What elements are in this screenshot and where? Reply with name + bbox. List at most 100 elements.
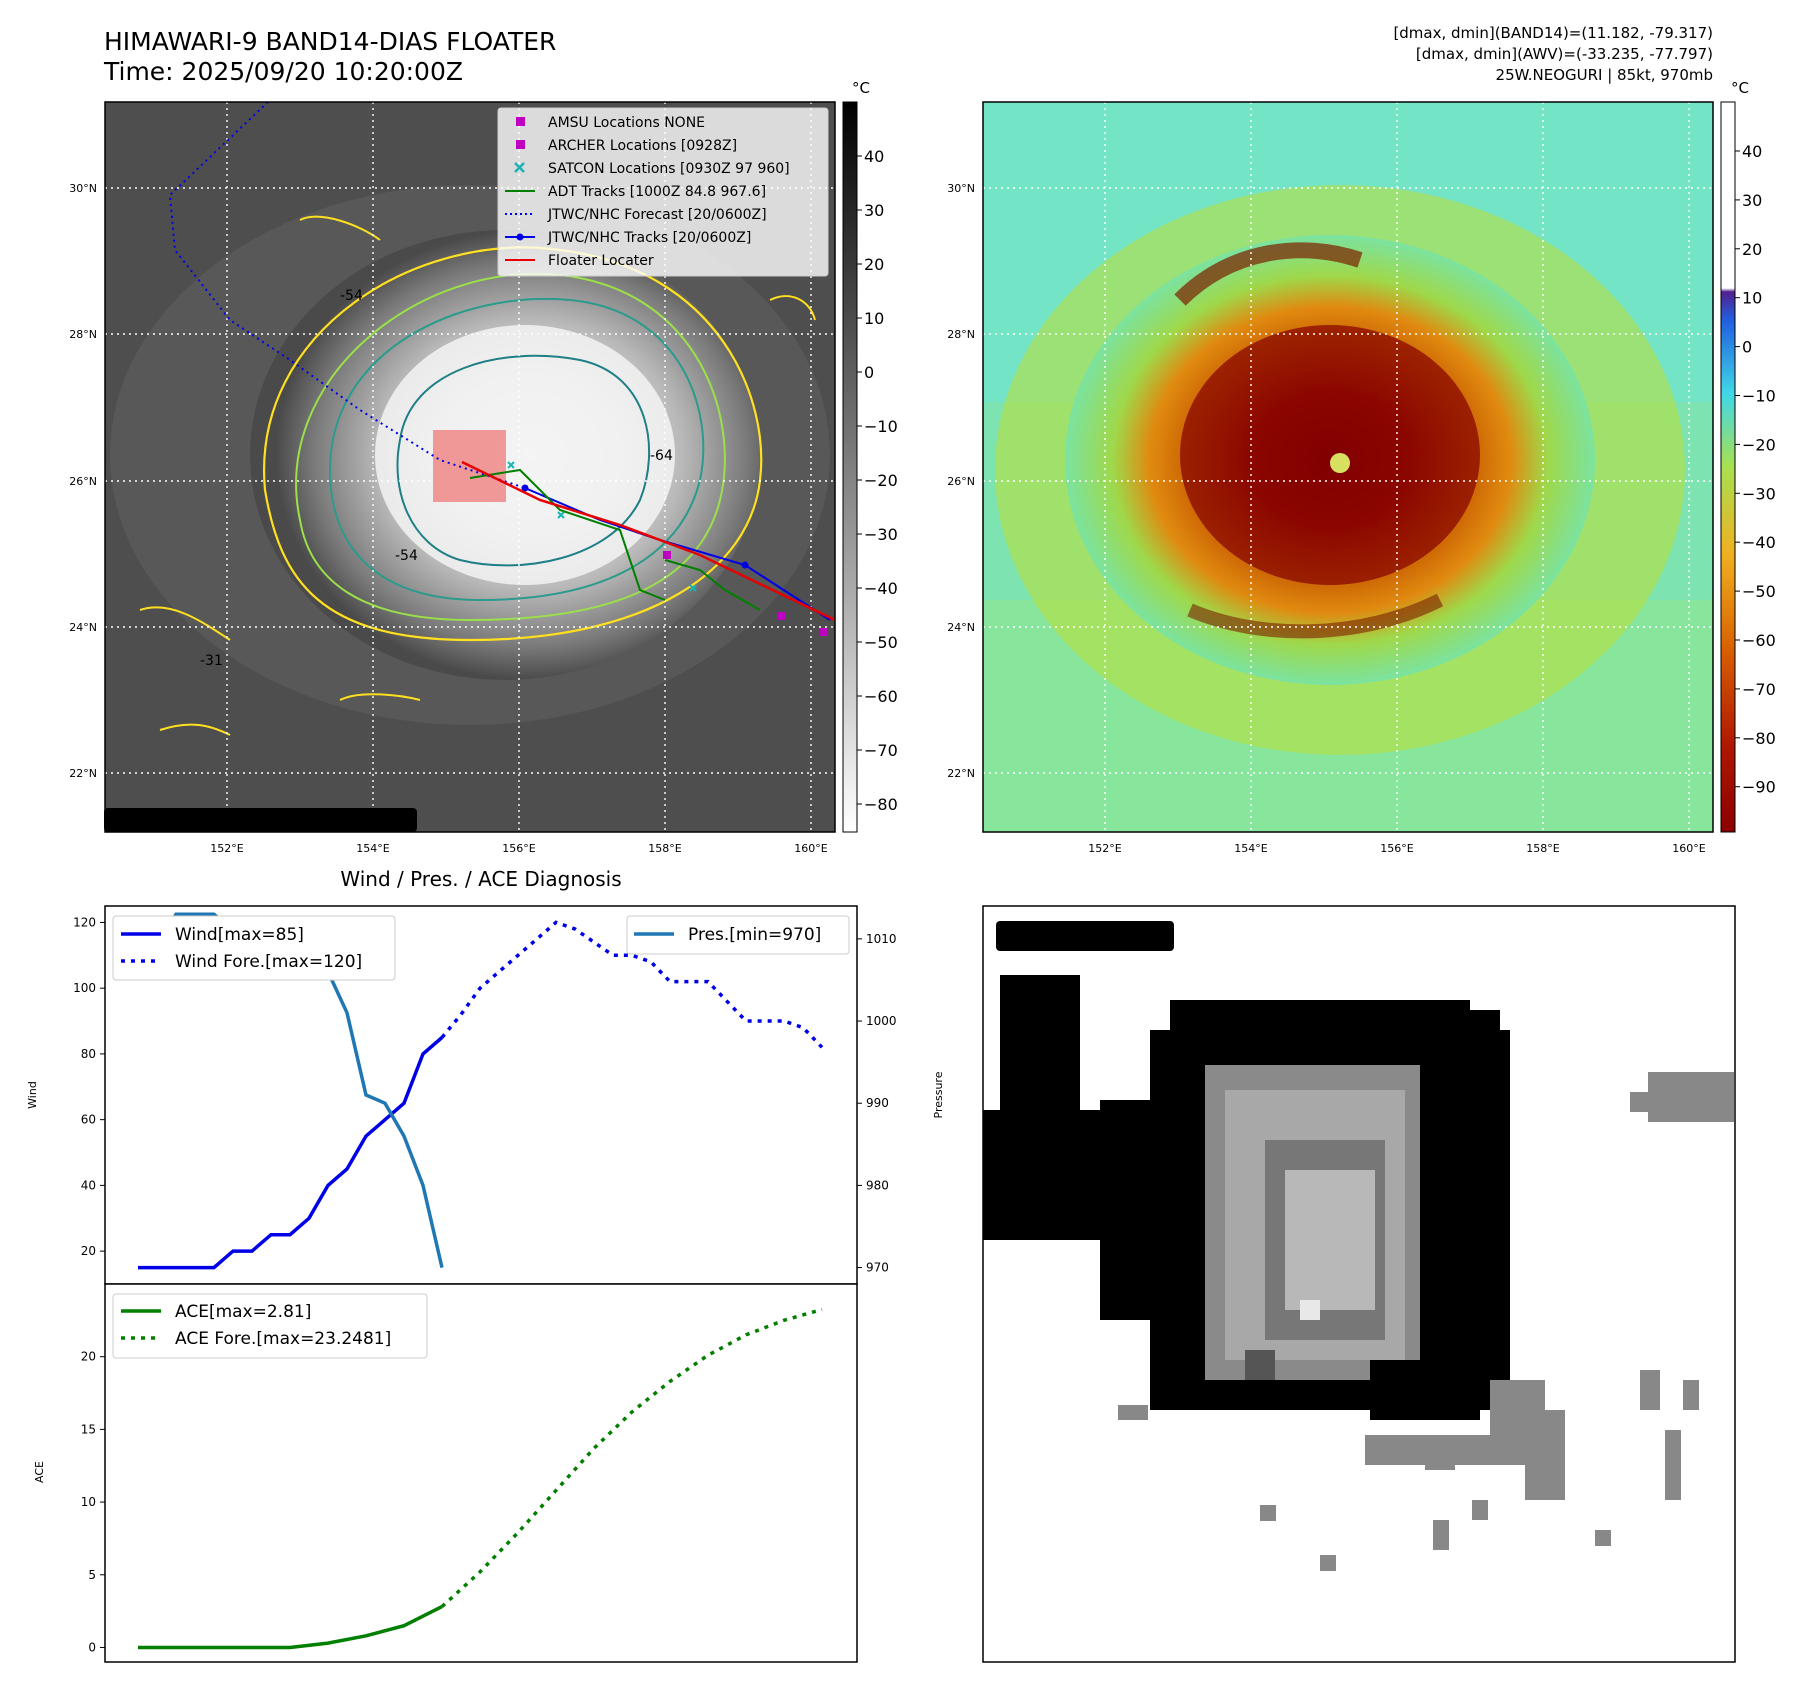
contour-label: -31: [200, 653, 223, 669]
pressure-tick: 990: [866, 1096, 889, 1110]
awv-colorbar-tick: 30: [1742, 191, 1762, 210]
awv-colorbar-tick: −40: [1742, 533, 1776, 552]
legend-label: JTWC/NHC Tracks [20/0600Z]: [547, 230, 751, 246]
contour-label: -54: [395, 548, 418, 564]
pressure-tick: 980: [866, 1178, 889, 1192]
lon-label: 158°E: [1526, 842, 1559, 855]
lat-label: 22°N: [69, 767, 97, 780]
contour-label: -64: [650, 448, 673, 464]
ir-colorbar: °C 40 30 20 10 0 −10 −20 −30 −40 −50 −60 −70 −80: [842, 79, 898, 833]
stats-awv: [dmax, dmin](AWV)=(-33.235, -77.797): [1416, 45, 1713, 63]
chart-title: Wind / Pres. / ACE Diagnosis: [340, 867, 621, 891]
map-legend-item: SATCON Locations [0930Z 97 960]: [514, 161, 790, 177]
ace-chart: 0 5 10 15 20 ACE[max=2.81] ACE Fore.[max=23.24…: [33, 1283, 858, 1663]
pressure-tick: 1000: [866, 1014, 897, 1028]
lat-label: 26°N: [69, 475, 97, 488]
wind-tick: 40: [81, 1178, 96, 1192]
awv-colorbar-tick: −60: [1742, 631, 1776, 650]
legend-label: AMSU Locations NONE: [548, 115, 705, 131]
lat-label: 22°N: [947, 767, 975, 780]
ir-colorbar-tick: −30: [864, 525, 898, 544]
wmg-outer-gray: [1118, 1072, 1734, 1571]
awv-colorbar-tick: 40: [1742, 142, 1762, 161]
legend-swatch: [516, 117, 525, 126]
wind-tick: 20: [81, 1244, 96, 1258]
figure-time: Time: 2025/09/20 10:20:00Z: [103, 57, 463, 86]
legend-label: ARCHER Locations [0928Z]: [548, 138, 737, 154]
lon-label: 160°E: [1672, 842, 1705, 855]
wind-legend: Wind[max=85] Wind Fore.[max=120]: [112, 915, 396, 981]
map-legend-item: ADT Tracks [1000Z 84.8 967.6]: [505, 184, 766, 200]
stats-band14: [dmax, dmin](BAND14)=(11.182, -79.317): [1393, 24, 1713, 42]
copyright-text: Copyright © 2020-2025 Dapiya: [109, 813, 353, 829]
ir-colorbar-tick: 40: [864, 147, 884, 166]
wmg-count-text: WMG Count: 4: [1004, 926, 1157, 948]
ir-colorbar-tick: 30: [864, 201, 884, 220]
lat-label: 24°N: [69, 621, 97, 634]
awv-colorbar: °C 40 30 20 10 0 −10 −20 −30 −40 −50 −60 −70 −80 −90: [1720, 79, 1776, 833]
legend-label: SATCON Locations [0930Z 97 960]: [548, 161, 790, 177]
wmg-gray-region: [1205, 1065, 1480, 1420]
adt-track: [469, 468, 666, 601]
ir-colorbar-tick: −70: [864, 741, 898, 760]
awv-map-panel: [982, 101, 1714, 833]
wind-tick: 80: [81, 1047, 96, 1061]
wmg-panel: WMG Count: 4: [982, 905, 1736, 1663]
awv-colorbar-tick: −90: [1742, 778, 1776, 797]
ir-colorbar-tick: −60: [864, 687, 898, 706]
floater-locater-line: [461, 460, 835, 622]
legend-label: Wind Fore.[max=120]: [175, 952, 362, 972]
ace-tick: 10: [81, 1495, 96, 1509]
ace-legend: ACE[max=2.81] ACE Fore.[max=23.2481]: [112, 1293, 428, 1359]
wind-pressure-chart: 20 40 60 80 100 120 970 980 990 1000 1010 Wind[max=…: [26, 905, 945, 1285]
storm-info: 25W.NEOGURI | 85kt, 970mb: [1496, 66, 1713, 84]
copyright-badge: [104, 808, 417, 832]
legend-label: ADT Tracks [1000Z 84.8 967.6]: [548, 184, 766, 200]
map-legend-item: ARCHER Locations [0928Z]: [516, 138, 737, 154]
pressure-tick: 1010: [866, 932, 897, 946]
map-legend-item: JTWC/NHC Forecast [20/0600Z]: [505, 207, 767, 223]
ir-colorbar-tick: 20: [864, 255, 884, 274]
archer-marker: [777, 612, 785, 620]
wmg-count-badge: [996, 921, 1174, 951]
ir-colorbar-tick: −10: [864, 417, 898, 436]
contour-teal: [328, 298, 705, 602]
map-axis-labels: 30°N 28°N 26°N 24°N 22°N 152°E 154°E 156°E 158°E…: [69, 182, 1706, 855]
lon-label: 156°E: [502, 842, 535, 855]
legend-label: ACE Fore.[max=23.2481]: [175, 1329, 391, 1349]
contour-inner: [396, 354, 651, 567]
wind-axis-label: Wind: [26, 1081, 39, 1109]
contour-label: -54: [340, 288, 363, 304]
archer-marker: [820, 628, 828, 636]
figure-title: HIMAWARI-9 BAND14-DIAS FLOATER: [104, 27, 556, 56]
legend-label: ACE[max=2.81]: [175, 1302, 311, 1322]
ir-colorbar-tick: −50: [864, 633, 898, 652]
ir-colorbar-tick: 10: [864, 309, 884, 328]
legend-label: Wind[max=85]: [175, 925, 304, 945]
awv-colorbar-tick: 0: [1742, 338, 1752, 357]
ace-tick: 5: [88, 1568, 96, 1582]
ir-colorbar-tick: 0: [864, 363, 874, 382]
legend-swatch: [514, 162, 525, 173]
ir-colorbar-tick: −40: [864, 579, 898, 598]
ace-tick: 0: [88, 1640, 96, 1654]
pressure-tick: 970: [866, 1261, 889, 1275]
contour-yellow: [262, 246, 763, 642]
ir-colorbar-tick: −80: [864, 795, 898, 814]
map-legend-item: JTWC/NHC Tracks [20/0600Z]: [505, 230, 751, 246]
archer-marker: [663, 551, 671, 559]
awv-colorbar-tick: −10: [1742, 387, 1776, 406]
awv-colorbar-tick: −30: [1742, 484, 1776, 503]
awv-eye: [1330, 453, 1350, 473]
ace-axis-label: ACE: [33, 1461, 46, 1483]
satcon-markers: [507, 461, 697, 592]
lon-label: 152°E: [1088, 842, 1121, 855]
awv-colorbar-tick: −70: [1742, 680, 1776, 699]
awv-colorbar-tick: −50: [1742, 582, 1776, 601]
wind-tick: 120: [73, 915, 96, 929]
pressure-axis-label: Pressure: [932, 1071, 945, 1118]
lat-label: 24°N: [947, 621, 975, 634]
pressure-legend: Pres.[min=970]: [626, 915, 850, 955]
legend-label: JTWC/NHC Forecast [20/0600Z]: [547, 207, 767, 223]
ir-colorbar-unit: °C: [852, 79, 870, 97]
